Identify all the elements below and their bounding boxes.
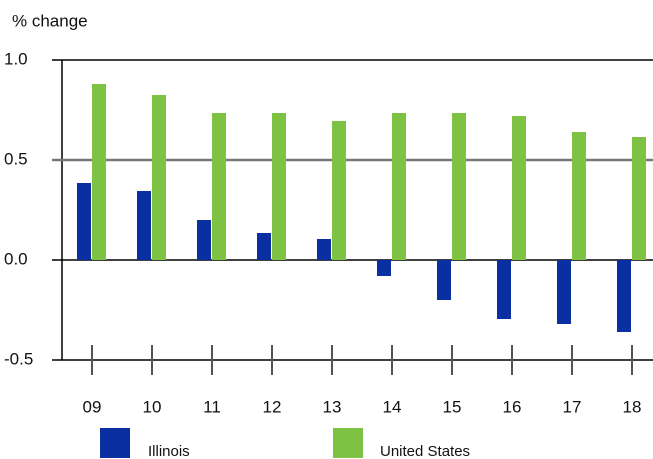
bar (497, 260, 511, 319)
legend-label: United States (380, 443, 470, 459)
y-tick-label: 0.0 (4, 249, 28, 268)
bar (152, 95, 166, 260)
y-axis-label: % change (12, 11, 88, 30)
bar (557, 260, 571, 324)
bar (437, 260, 451, 300)
x-tick-label: 13 (323, 397, 342, 416)
bar (392, 113, 406, 260)
x-tick-label: 12 (263, 397, 282, 416)
bar (452, 113, 466, 260)
bar (617, 260, 631, 332)
x-tick-label: 16 (503, 397, 522, 416)
x-tick-label: 10 (143, 397, 162, 416)
x-tick-label: 17 (563, 397, 582, 416)
bar (77, 183, 91, 260)
x-tick-label: 11 (203, 397, 221, 416)
bar (257, 233, 271, 260)
x-tick-label: 14 (383, 397, 402, 416)
bar (512, 116, 526, 260)
legend-swatch (333, 428, 363, 458)
legend-swatch (100, 428, 130, 458)
bar (572, 132, 586, 260)
x-tick-label: 18 (623, 397, 642, 416)
x-tick-label: 15 (443, 397, 462, 416)
bar (632, 137, 646, 260)
y-tick-label: 0.5 (4, 149, 28, 168)
bar (137, 191, 151, 260)
y-tick-label: -0.5 (4, 349, 33, 368)
bar (272, 113, 286, 260)
bar (197, 220, 211, 260)
legend-label: Illinois (148, 443, 190, 459)
bar (212, 113, 226, 260)
bar (317, 239, 331, 260)
bar (92, 84, 106, 260)
x-tick-label: 09 (83, 397, 102, 416)
bar (377, 260, 391, 276)
bar (332, 121, 346, 260)
y-tick-label: 1.0 (4, 49, 28, 68)
